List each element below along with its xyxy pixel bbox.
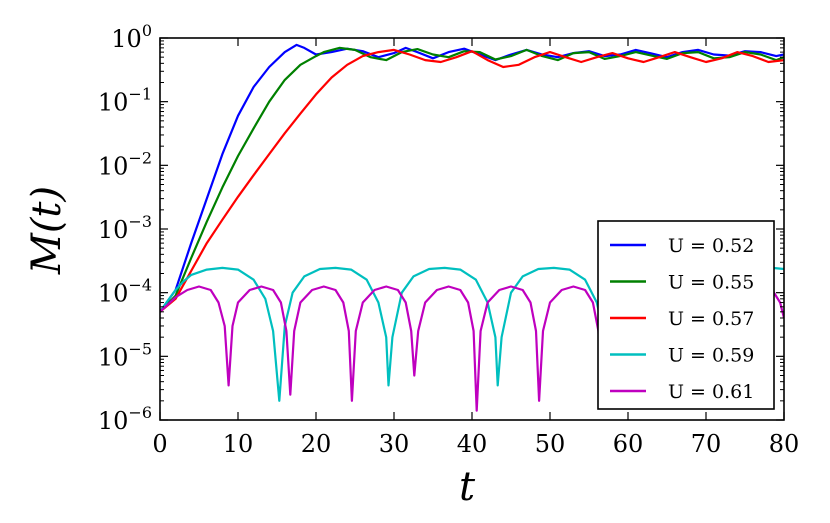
legend-box [597,220,775,410]
y-tick-label: 100 [111,21,152,53]
legend-label: U = 0.61 [668,381,754,403]
x-tick-label: 70 [691,430,722,458]
legend-label: U = 0.52 [668,235,754,257]
x-tick-label: 0 [152,430,167,458]
x-tick-label: 80 [769,430,800,458]
y-tick-label: 10−3 [98,212,152,244]
x-tick-label: 40 [457,430,488,458]
x-tick-label: 10 [223,430,254,458]
y-tick-label: 10−6 [98,403,152,435]
y-axis-label: M(t) [24,186,70,275]
y-tick-label: 10−5 [98,339,152,371]
x-axis-label: t [459,464,476,510]
legend-label: U = 0.57 [668,308,754,330]
x-tick-label: 60 [613,430,644,458]
legend-label: U = 0.59 [668,345,754,367]
legend-label: U = 0.55 [668,272,754,294]
x-tick-label: 50 [535,430,566,458]
y-tick-label: 10−4 [98,276,152,308]
y-tick-label: 10−1 [98,85,152,117]
x-tick-label: 20 [301,430,332,458]
x-tick-label: 30 [379,430,410,458]
y-tick-label: 10−2 [98,148,152,180]
series-line-2 [160,48,784,313]
